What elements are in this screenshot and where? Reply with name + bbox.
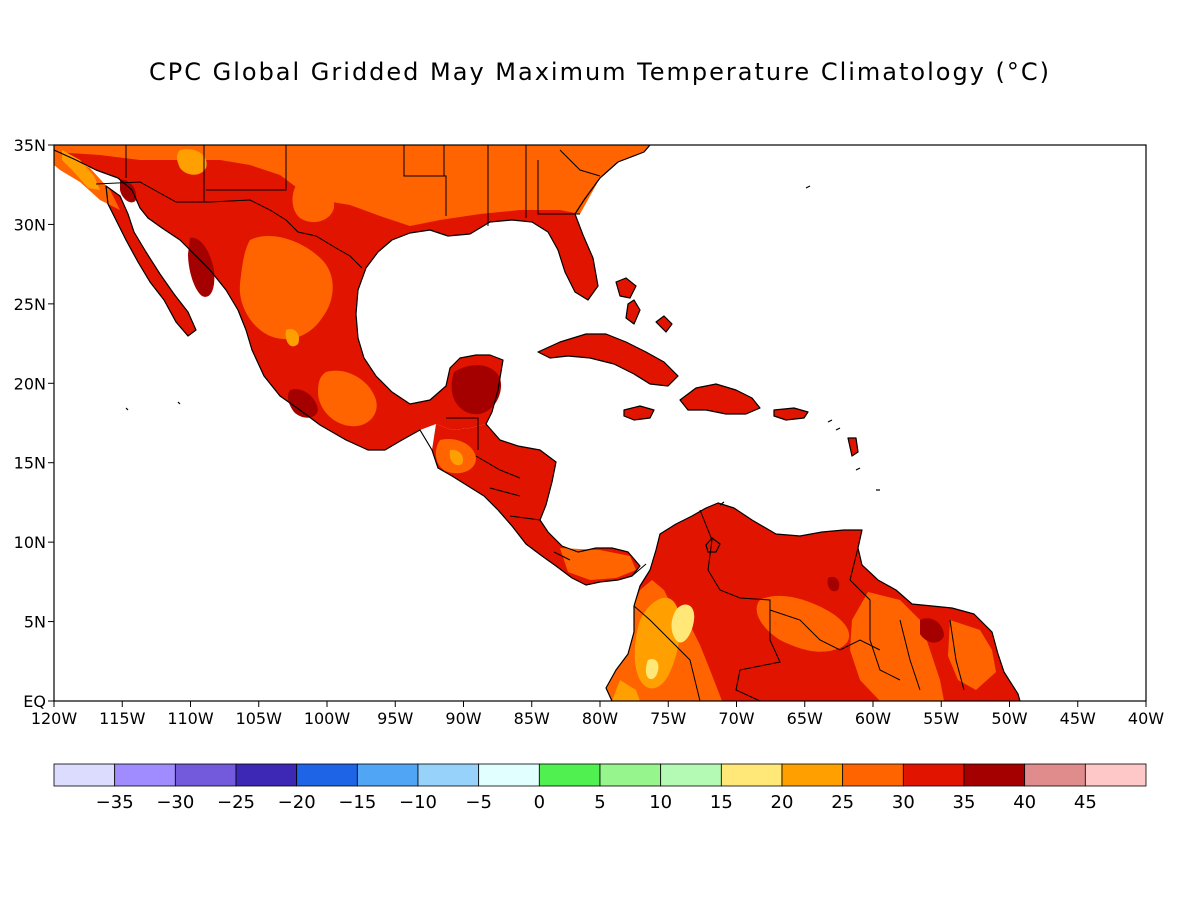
colorbar-swatch	[356, 763, 419, 787]
colorbar-swatch	[1084, 763, 1147, 787]
colorbar-swatch	[1024, 763, 1086, 787]
lat-tick-label: 35N	[14, 136, 46, 155]
lat-tick-label: 30N	[14, 215, 46, 234]
lon-tick-label: 110W	[167, 709, 214, 728]
colorbar-swatch	[174, 763, 237, 787]
cooler-zones	[54, 145, 996, 701]
coastlines	[54, 145, 1021, 701]
lat-tick-label: 10N	[14, 533, 46, 552]
lon-tick-label: 40W	[1128, 709, 1164, 728]
land-baja-california	[106, 186, 196, 336]
colorbar-label: 30	[892, 792, 915, 813]
lon-tick-label: 115W	[99, 709, 146, 728]
colorbar-swatch	[478, 763, 540, 787]
colorbar-label: 20	[771, 792, 794, 813]
lat-tick-label: 20N	[14, 374, 46, 393]
political-borders	[95, 145, 965, 701]
cool-zones	[645, 604, 695, 680]
lon-tick-label: 75W	[650, 709, 686, 728]
colorbar-label: −25	[217, 792, 255, 813]
lon-tick-label: 105W	[236, 709, 283, 728]
land-jamaica	[624, 406, 654, 420]
colorbar-swatch	[963, 763, 1026, 787]
colorbar-label: −20	[278, 792, 316, 813]
colorbar-swatch	[720, 763, 783, 787]
lon-tick-label: 120W	[31, 709, 78, 728]
colorbar-swatch	[114, 763, 176, 787]
lon-tick-label: 50W	[991, 709, 1027, 728]
colorbar-swatch	[538, 763, 601, 787]
colorbar-label: 35	[953, 792, 976, 813]
land-bahamas	[616, 278, 672, 332]
land-north-america	[54, 145, 650, 450]
mild-zones	[62, 149, 681, 701]
land-cuba	[538, 334, 678, 386]
colorbar-label: 25	[831, 792, 854, 813]
colorbar-label: 5	[594, 792, 605, 813]
lat-tick-label: 5N	[24, 613, 46, 632]
colorbar-swatch	[599, 763, 662, 787]
colorbar-label: −15	[338, 792, 376, 813]
colorbar-swatch	[781, 763, 844, 787]
colorbar-label: 45	[1074, 792, 1097, 813]
lon-tick-label: 45W	[1060, 709, 1096, 728]
colorbar-label: −30	[156, 792, 194, 813]
map-area	[54, 145, 1146, 701]
lon-tick-label: 70W	[718, 709, 754, 728]
colorbar-label: 40	[1013, 792, 1036, 813]
lon-tick-label: 55W	[923, 709, 959, 728]
colorbar-swatch	[660, 763, 722, 787]
lon-tick-label: 90W	[445, 709, 481, 728]
colorbar: −35 −30 −25 −20 −15 −10 −5 0 5 10 15 20 25 30 35 40 45	[53, 763, 1147, 813]
lat-tick-label: 25N	[14, 295, 46, 314]
map-title: CPC Global Gridded May Maximum Temperatu…	[149, 58, 1051, 86]
lon-tick-label: 85W	[514, 709, 550, 728]
colorbar-label: −10	[399, 792, 437, 813]
land-lesser-antilles	[848, 438, 858, 456]
colorbar-swatch	[417, 763, 480, 787]
lat-tick-label: 15N	[14, 454, 46, 473]
longitude-axis: 120W 115W 110W 105W 100W 95W 90W 85W 80W 75W 70W 65…	[31, 701, 1164, 728]
lon-tick-label: 100W	[304, 709, 351, 728]
latitude-axis: EQ 5N 10N 15N 20N 25N 30N 35N	[14, 136, 54, 711]
colorbar-label: −35	[96, 792, 134, 813]
land-hispaniola	[680, 384, 760, 414]
colorbar-swatch	[235, 763, 298, 787]
lon-tick-label: 80W	[582, 709, 618, 728]
colorbar-label: 0	[534, 792, 545, 813]
colorbar-swatch	[53, 763, 116, 787]
lat-tick-label: EQ	[23, 692, 46, 711]
lon-tick-label: 60W	[855, 709, 891, 728]
colorbar-swatch	[902, 763, 965, 787]
land-central-america	[432, 424, 640, 585]
lon-tick-label: 65W	[787, 709, 823, 728]
colorbar-label: 10	[649, 792, 672, 813]
colorbar-label: 15	[710, 792, 733, 813]
land-puerto-rico	[774, 408, 808, 420]
hot-zones	[120, 179, 944, 643]
lon-tick-label: 95W	[377, 709, 413, 728]
colorbar-swatch	[296, 763, 358, 787]
colorbar-swatch	[842, 763, 904, 787]
colorbar-label: −5	[465, 792, 492, 813]
